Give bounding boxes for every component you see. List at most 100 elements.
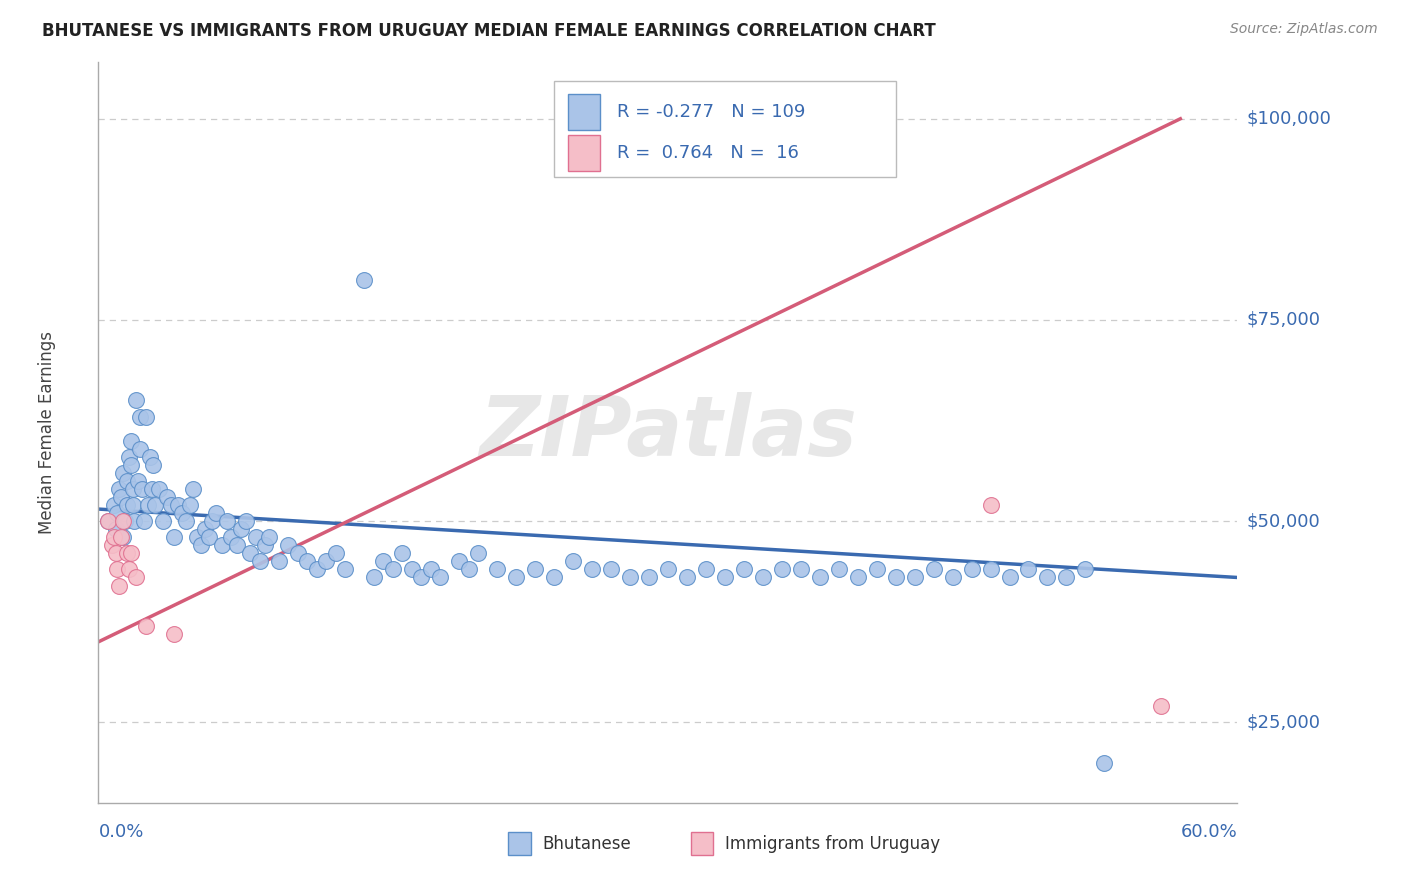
Point bbox=[125, 393, 148, 408]
Point bbox=[638, 570, 661, 584]
Point bbox=[197, 530, 219, 544]
Point bbox=[104, 522, 127, 536]
Point bbox=[148, 482, 170, 496]
Point bbox=[942, 570, 965, 584]
Point bbox=[381, 562, 404, 576]
Point bbox=[129, 409, 152, 424]
Point bbox=[104, 546, 127, 560]
Point bbox=[457, 562, 479, 576]
Point bbox=[118, 562, 141, 576]
Point bbox=[97, 514, 120, 528]
Point bbox=[205, 506, 228, 520]
Point bbox=[159, 498, 181, 512]
Point bbox=[115, 498, 138, 512]
Point bbox=[1074, 562, 1097, 576]
Point bbox=[733, 562, 755, 576]
Point bbox=[121, 482, 143, 496]
Point bbox=[179, 498, 201, 512]
Point bbox=[115, 474, 138, 488]
Point bbox=[239, 546, 262, 560]
Point bbox=[226, 538, 249, 552]
Point bbox=[449, 554, 471, 568]
Point bbox=[1150, 699, 1173, 714]
Point bbox=[127, 474, 149, 488]
Point bbox=[211, 538, 233, 552]
Text: $50,000: $50,000 bbox=[1247, 512, 1320, 530]
Point bbox=[619, 570, 641, 584]
Text: Immigrants from Uruguay: Immigrants from Uruguay bbox=[725, 835, 941, 853]
Point bbox=[114, 514, 136, 528]
Point bbox=[97, 514, 120, 528]
Point bbox=[217, 514, 239, 528]
Point bbox=[581, 562, 603, 576]
Point bbox=[194, 522, 217, 536]
Point bbox=[107, 506, 129, 520]
Point bbox=[922, 562, 945, 576]
Point bbox=[904, 570, 927, 584]
Text: 0.0%: 0.0% bbox=[98, 823, 143, 841]
Point bbox=[135, 409, 157, 424]
Point bbox=[174, 514, 197, 528]
Point bbox=[112, 466, 135, 480]
Point bbox=[120, 434, 142, 448]
Point bbox=[103, 498, 125, 512]
Point bbox=[124, 514, 146, 528]
Point bbox=[1056, 570, 1078, 584]
Point bbox=[254, 538, 277, 552]
Point bbox=[828, 562, 851, 576]
Point bbox=[695, 562, 717, 576]
Point bbox=[108, 578, 131, 592]
Point bbox=[120, 458, 142, 472]
Point bbox=[297, 554, 319, 568]
Point bbox=[467, 546, 489, 560]
Point bbox=[245, 530, 267, 544]
Point bbox=[808, 570, 831, 584]
Point bbox=[846, 570, 869, 584]
Text: ZIPatlas: ZIPatlas bbox=[479, 392, 856, 473]
Point bbox=[979, 562, 1001, 576]
Point bbox=[112, 514, 135, 528]
Point bbox=[960, 562, 983, 576]
Point bbox=[371, 554, 394, 568]
Point bbox=[979, 498, 1001, 512]
Point bbox=[129, 442, 152, 456]
FancyBboxPatch shape bbox=[554, 81, 896, 178]
Point bbox=[657, 562, 679, 576]
Text: Bhutanese: Bhutanese bbox=[543, 835, 631, 853]
Point bbox=[562, 554, 585, 568]
Point bbox=[676, 570, 699, 584]
Point bbox=[429, 570, 451, 584]
Text: R =  0.764   N =  16: R = 0.764 N = 16 bbox=[617, 144, 799, 161]
Point bbox=[287, 546, 309, 560]
Point bbox=[145, 498, 167, 512]
Point bbox=[141, 482, 163, 496]
Point bbox=[714, 570, 737, 584]
Point bbox=[190, 538, 212, 552]
Point bbox=[156, 490, 179, 504]
Point bbox=[163, 530, 186, 544]
Point bbox=[229, 522, 252, 536]
Point bbox=[103, 530, 125, 544]
Point bbox=[135, 619, 157, 633]
Point bbox=[152, 514, 174, 528]
Point bbox=[120, 546, 142, 560]
Point bbox=[335, 562, 357, 576]
Point bbox=[110, 530, 132, 544]
Point bbox=[170, 506, 193, 520]
Point bbox=[524, 562, 547, 576]
Point bbox=[411, 570, 433, 584]
Point bbox=[259, 530, 281, 544]
Point bbox=[505, 570, 527, 584]
Point bbox=[363, 570, 385, 584]
Text: 60.0%: 60.0% bbox=[1181, 823, 1237, 841]
Point bbox=[112, 530, 135, 544]
Text: R = -0.277   N = 109: R = -0.277 N = 109 bbox=[617, 103, 806, 121]
Point bbox=[267, 554, 290, 568]
Point bbox=[107, 562, 129, 576]
Point bbox=[600, 562, 623, 576]
Point bbox=[419, 562, 441, 576]
Point bbox=[305, 562, 328, 576]
Point bbox=[138, 450, 160, 464]
Text: Source: ZipAtlas.com: Source: ZipAtlas.com bbox=[1230, 22, 1378, 37]
Point bbox=[201, 514, 224, 528]
